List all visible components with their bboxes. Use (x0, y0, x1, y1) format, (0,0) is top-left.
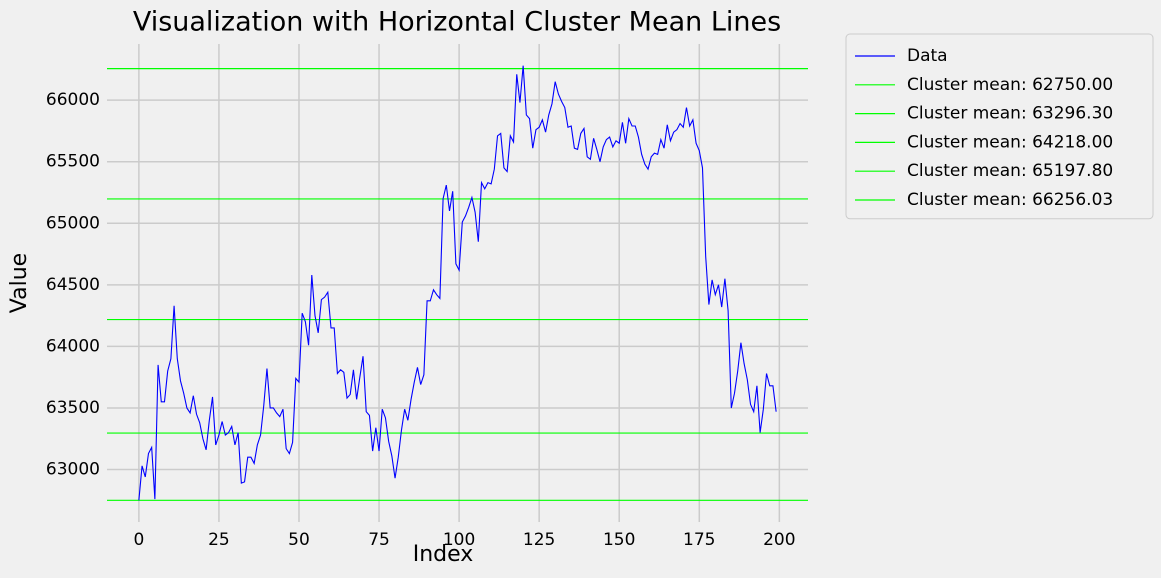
x-tick-label: 125 (523, 530, 555, 550)
legend-label: Cluster mean: 65197.80 (907, 161, 1113, 181)
x-tick-label: 200 (763, 530, 795, 550)
y-tick-label: 66000 (46, 90, 100, 110)
x-axis-label: Index (413, 542, 474, 567)
legend-label: Cluster mean: 63296.30 (907, 104, 1113, 124)
legend-label: Data (907, 46, 948, 66)
x-tick-label: 0 (133, 530, 144, 550)
y-tick-label: 63500 (46, 398, 100, 418)
y-tick-label: 65000 (46, 213, 100, 233)
legend-label: Cluster mean: 66256.03 (907, 190, 1113, 210)
legend-label: Cluster mean: 62750.00 (907, 75, 1113, 95)
x-tick-label: 150 (603, 530, 635, 550)
y-tick-label: 65500 (46, 152, 100, 172)
chart-title: Visualization with Horizontal Cluster Me… (133, 7, 781, 38)
x-tick-label: 25 (208, 530, 230, 550)
legend-label: Cluster mean: 64218.00 (907, 132, 1113, 152)
y-tick-label: 64000 (46, 336, 100, 356)
legend-box (845, 33, 1154, 220)
x-tick-label: 75 (368, 530, 390, 550)
data-line (138, 65, 777, 501)
x-tick-label: 50 (288, 530, 310, 550)
y-tick-label: 63000 (46, 460, 100, 480)
x-tick-label: 175 (683, 530, 715, 550)
y-axis-label: Value (7, 253, 32, 313)
y-tick-label: 64500 (46, 275, 100, 295)
x-tick-label: 100 (443, 530, 475, 550)
